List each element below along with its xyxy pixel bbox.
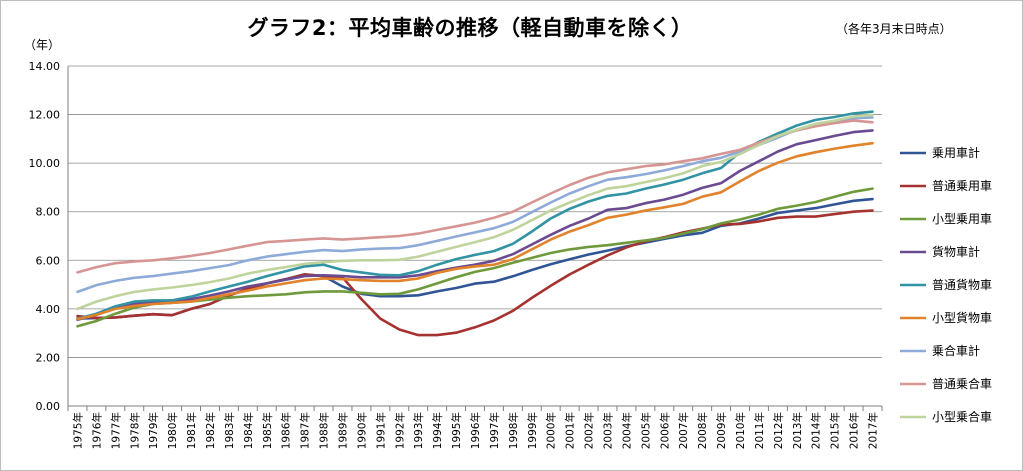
y-tick-label: 12.00	[29, 109, 61, 122]
legend-label: 貨物車計	[932, 244, 980, 259]
series-line	[76, 116, 874, 294]
x-tick-label: 1994年	[431, 412, 444, 449]
x-tick-label: 2009年	[715, 412, 728, 449]
x-tick-label: 1987年	[299, 412, 312, 449]
chart-title: グラフ2：平均車齢の推移（軽自動車を除く）	[247, 16, 693, 40]
gridlines	[68, 65, 882, 358]
series-line	[76, 187, 874, 328]
x-tick-label: 1988年	[318, 412, 331, 449]
x-tick-label: 1993年	[412, 412, 425, 449]
x-tick-label: 1984年	[242, 412, 255, 449]
legend-label: 普通乗用車	[932, 179, 992, 193]
x-tick-label: 1976年	[90, 412, 103, 449]
x-tick-label: 2003年	[602, 412, 615, 449]
legend-label: 小型貨物車	[932, 310, 992, 325]
x-tick-label: 2013年	[791, 412, 804, 449]
x-tick-label: 2005年	[639, 412, 652, 449]
series-lines	[76, 110, 874, 337]
x-tick-label: 2007年	[677, 412, 690, 449]
x-tick-label: 1979年	[147, 412, 160, 449]
x-tick-labels: 1975年 1976年 1977年 1978年 1979年 1980年 1981年 1982年…	[71, 412, 879, 449]
x-tick-label: 1983年	[223, 412, 236, 449]
legend-label: 乗用車計	[932, 145, 980, 160]
x-tick-label: 2008年	[696, 412, 709, 449]
legend-label: 普通貨物車	[932, 277, 992, 292]
x-tick-label: 1991年	[374, 412, 387, 449]
x-tick-label: 2016年	[848, 412, 861, 449]
x-tick-label: 2001年	[564, 412, 577, 449]
x-tick-label: 1992年	[393, 412, 406, 449]
x-tick-label: 2015年	[829, 412, 842, 449]
legend-label: 普通乗合車	[932, 376, 992, 391]
chart-note: （各年3月末日時点）	[836, 22, 952, 36]
x-tick-label: 1980年	[166, 412, 179, 449]
series-line	[76, 119, 874, 274]
x-tick-label: 1989年	[336, 412, 349, 449]
x-tick-label: 1997年	[488, 412, 501, 449]
y-tick-label: 14.00	[29, 60, 61, 73]
y-tick-labels: 0.00 2.00 4.00 6.00 8.00 10.00 12.00 14.00	[29, 60, 61, 413]
x-tick-label: 2004年	[620, 412, 633, 449]
y-tick-label: 8.00	[36, 206, 61, 219]
x-tick-label: 1981年	[185, 412, 198, 449]
x-tick-label: 2012年	[772, 412, 785, 449]
legend: 乗用車計普通乗用車小型乗用車貨物車計普通貨物車小型貨物車乗合車計普通乗合車小型乗…	[900, 145, 992, 424]
x-tick-label: 1998年	[507, 412, 520, 449]
y-tick-label: 6.00	[36, 254, 61, 267]
y-tick-label: 2.00	[36, 351, 61, 364]
x-tick-label: 1985年	[261, 412, 274, 449]
series-line	[76, 209, 874, 337]
x-tick-label: 2000年	[545, 412, 558, 449]
y-tick-label: 10.00	[29, 157, 61, 170]
x-tick-label: 2017年	[867, 412, 880, 449]
x-tick-label: 1996年	[469, 412, 482, 449]
x-tick-label: 1977年	[109, 412, 122, 449]
legend-label: 乗合車計	[932, 343, 980, 358]
x-tick-label: 2011年	[753, 412, 766, 449]
x-tick-label: 2014年	[810, 412, 823, 449]
x-tick-label: 2006年	[658, 412, 671, 449]
x-tick-label: 1995年	[450, 412, 463, 449]
x-tick-label: 1982年	[204, 412, 217, 449]
x-tick-label: 1975年	[71, 412, 84, 449]
series-line	[76, 129, 874, 322]
x-tick-label: 2010年	[734, 412, 747, 449]
x-tick-label: 1986年	[280, 412, 293, 449]
series-line	[76, 113, 874, 311]
legend-label: 小型乗用車	[932, 212, 992, 226]
axes	[67, 66, 883, 411]
legend-label: 小型乗合車	[932, 409, 992, 424]
y-tick-label: 4.00	[36, 303, 61, 316]
y-tick-label: 0.00	[36, 400, 61, 413]
series-line	[76, 141, 874, 321]
y-axis-unit-label: （年）	[24, 38, 61, 52]
x-tick-label: 2002年	[583, 412, 596, 449]
x-tick-label: 1999年	[526, 412, 539, 449]
x-tick-label: 1990年	[355, 412, 368, 449]
x-tick-label: 1978年	[128, 412, 141, 449]
